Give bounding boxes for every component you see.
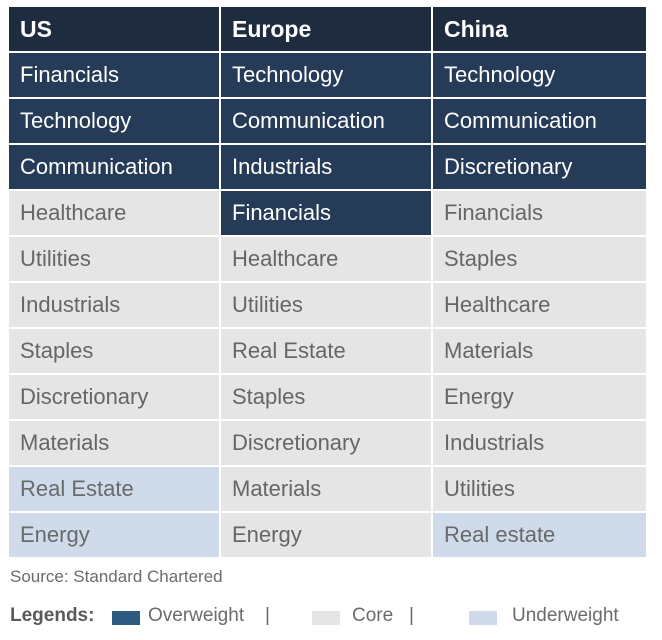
legend-separator: |	[265, 605, 270, 626]
legend-text-underweight: Underweight	[512, 605, 619, 626]
sector-cell-us: Financials	[9, 53, 221, 99]
column-header-europe: Europe	[221, 7, 433, 53]
legend-label: Legends:	[10, 605, 95, 626]
source-note: Source: Standard Chartered	[10, 567, 223, 586]
sector-cell-us: Energy	[9, 513, 221, 559]
legend-swatch-underweight	[469, 611, 497, 625]
column-header-china: China	[433, 7, 646, 53]
sector-cell-china: Staples	[433, 237, 646, 283]
sector-cell-china: Utilities	[433, 467, 646, 513]
legend-separator: |	[409, 605, 414, 626]
sector-cell-china: Energy	[433, 375, 646, 421]
sector-cell-china: Industrials	[433, 421, 646, 467]
sector-cell-europe: Staples	[221, 375, 433, 421]
sector-cell-us: Industrials	[9, 283, 221, 329]
sector-cell-europe: Technology	[221, 53, 433, 99]
column-header-us: US	[9, 7, 221, 53]
sector-cell-china: Healthcare	[433, 283, 646, 329]
sector-cell-us: Utilities	[9, 237, 221, 283]
sector-cell-europe: Communication	[221, 99, 433, 145]
sector-cell-china: Materials	[433, 329, 646, 375]
sector-cell-us: Healthcare	[9, 191, 221, 237]
sector-cell-us: Real Estate	[9, 467, 221, 513]
sector-cell-europe: Industrials	[221, 145, 433, 191]
sector-cell-europe: Energy	[221, 513, 433, 559]
sector-cell-china: Financials	[433, 191, 646, 237]
sector-cell-china: Real estate	[433, 513, 646, 559]
sector-cell-china: Technology	[433, 53, 646, 99]
legend: Legends: Overweight | Core | Underweight	[10, 603, 650, 629]
sector-cell-europe: Materials	[221, 467, 433, 513]
sector-cell-europe: Healthcare	[221, 237, 433, 283]
sector-cell-europe: Real Estate	[221, 329, 433, 375]
sector-cell-us: Discretionary	[9, 375, 221, 421]
legend-swatch-core	[312, 611, 340, 625]
sector-cell-china: Discretionary	[433, 145, 646, 191]
sector-cell-europe: Utilities	[221, 283, 433, 329]
sector-cell-us: Communication	[9, 145, 221, 191]
legend-text-overweight: Overweight	[148, 605, 245, 626]
sector-table: US Europe China Financials Technology Tech…	[9, 7, 646, 559]
sector-cell-europe: Financials	[221, 191, 433, 237]
sector-cell-china: Communication	[433, 99, 646, 145]
legend-swatch-overweight	[112, 611, 140, 625]
legend-text-core: Core	[352, 605, 394, 626]
sector-cell-us: Technology	[9, 99, 221, 145]
sector-cell-europe: Discretionary	[221, 421, 433, 467]
sector-cell-us: Materials	[9, 421, 221, 467]
sector-cell-us: Staples	[9, 329, 221, 375]
